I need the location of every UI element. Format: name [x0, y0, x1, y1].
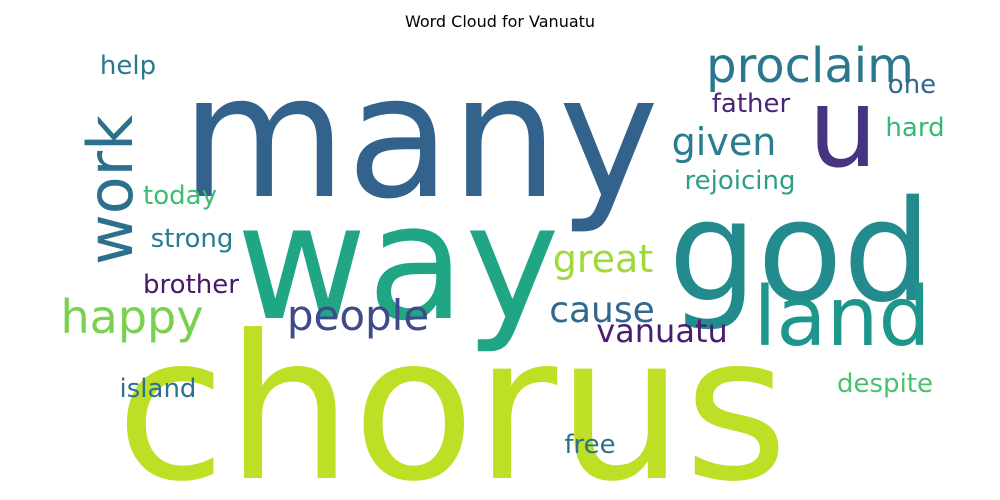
chart-title: Word Cloud for Vanuatu — [404, 12, 596, 31]
word-one: one — [888, 70, 936, 100]
word-vanuatu: vanuatu — [596, 312, 728, 350]
word-father: father — [712, 89, 791, 119]
word-proclaim: proclaim — [706, 38, 914, 94]
word-help: help — [100, 51, 156, 81]
word-today: today — [143, 181, 217, 211]
word-chorus: chorus — [116, 293, 788, 500]
word-way: way — [236, 169, 560, 356]
word-land: land — [753, 270, 930, 365]
word-brother: brother — [143, 270, 239, 300]
word-great: great — [553, 237, 653, 281]
word-hard: hard — [885, 113, 944, 143]
word-given: given — [672, 120, 777, 164]
word-free: free — [564, 430, 615, 460]
word-u: u — [808, 64, 878, 192]
word-people: people — [287, 291, 429, 340]
word-rejoicing: rejoicing — [685, 166, 796, 196]
word-work: work — [74, 115, 147, 265]
word-despite: despite — [837, 369, 933, 399]
word-strong: strong — [151, 224, 234, 254]
word-happy: happy — [61, 290, 204, 344]
word-cause: cause — [549, 290, 655, 331]
word-god: god — [668, 171, 931, 334]
word-many: many — [181, 39, 659, 237]
word-island: island — [120, 374, 197, 404]
